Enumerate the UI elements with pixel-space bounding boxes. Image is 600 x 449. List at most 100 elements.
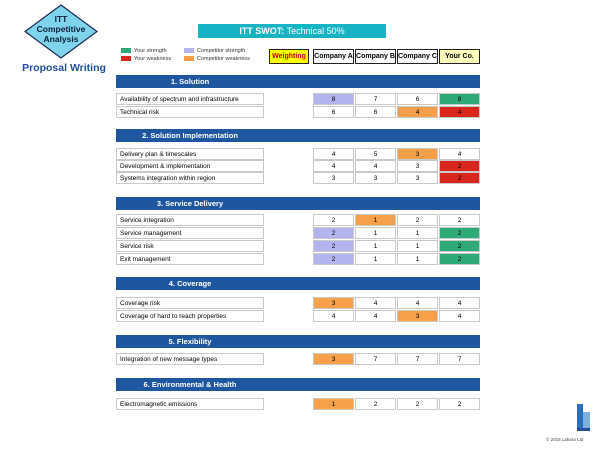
legend-swatch-competitor-weakness: [184, 56, 194, 61]
score-company-a: 1: [313, 398, 354, 410]
score-your-co: 4: [439, 106, 480, 118]
criterion-label: Development & implementation: [116, 160, 264, 172]
diamond-shape: [24, 4, 98, 59]
section-title: 3. Service Delivery: [156, 199, 224, 208]
score-company-c: 3: [397, 160, 438, 172]
section-service-delivery: 3. Service Delivery: [116, 197, 480, 210]
legend-swatch-your-weakness: [121, 56, 131, 61]
score-company-b: 1: [355, 227, 396, 239]
score-company-a: 2: [313, 253, 354, 265]
score-your-co: 8: [439, 93, 480, 105]
score-company-b: 7: [355, 353, 396, 365]
badge-line-1: ITT: [54, 14, 68, 24]
score-company-c: 2: [397, 214, 438, 226]
score-company-a: 2: [313, 214, 354, 226]
header-company-c: Company C: [397, 49, 438, 64]
badge-text: ITT Competitive Analysis: [24, 14, 98, 44]
score-company-c: 3: [397, 148, 438, 160]
score-your-co: 4: [439, 148, 480, 160]
score-company-c: 1: [397, 240, 438, 252]
copyright-text: © 2018 Lahara Ltd: [546, 437, 584, 442]
legend-label-your-weakness: Your weakness: [134, 56, 172, 62]
criterion-label: Technical risk: [116, 106, 264, 118]
score-company-a: 4: [313, 310, 354, 322]
score-company-b: 6: [355, 106, 396, 118]
section-coverage: 4. Coverage: [116, 277, 480, 290]
score-company-a: 4: [313, 160, 354, 172]
score-your-co: 4: [439, 310, 480, 322]
criterion-label: Service management: [116, 227, 264, 239]
swot-title-bar: ITT SWOT: Technical 50%: [198, 24, 386, 38]
lahara-logo-icon: [574, 402, 594, 432]
score-company-b: 7: [355, 93, 396, 105]
criterion-label: Service risk: [116, 240, 264, 252]
criterion-label: Availability of spectrum and infrastruct…: [116, 93, 264, 105]
score-company-c: 1: [397, 227, 438, 239]
section-environmental-health: 6. Environmental & Health: [116, 378, 480, 391]
score-company-b: 3: [355, 172, 396, 184]
score-company-b: 1: [355, 253, 396, 265]
score-company-a: 2: [313, 240, 354, 252]
score-company-c: 1: [397, 253, 438, 265]
score-company-a: 3: [313, 297, 354, 309]
score-company-b: 5: [355, 148, 396, 160]
criterion-label: Systems integration within region: [116, 172, 264, 184]
header-your-co: Your Co.: [439, 49, 480, 64]
swot-title-bold: ITT SWOT:: [239, 26, 285, 36]
score-your-co: 2: [439, 172, 480, 184]
legend-label-your-strength: Your strength: [134, 48, 167, 54]
score-company-c: 7: [397, 353, 438, 365]
score-your-co: 2: [439, 160, 480, 172]
score-company-c: 2: [397, 398, 438, 410]
badge-line-3: Analysis: [43, 34, 79, 44]
criterion-label: Electromagnetic emissions: [116, 398, 264, 410]
criterion-label: Delivery plan & timescales: [116, 148, 264, 160]
score-company-c: 3: [397, 310, 438, 322]
criterion-label: Integration of new message types: [116, 353, 264, 365]
score-company-b: 1: [355, 240, 396, 252]
section-solution: 1. Solution: [116, 75, 480, 88]
criterion-label: Coverage of hard to reach properties: [116, 310, 264, 322]
section-title: 5. Flexibility: [168, 337, 212, 346]
score-company-a: 8: [313, 93, 354, 105]
score-your-co: 7: [439, 353, 480, 365]
score-your-co: 2: [439, 398, 480, 410]
criterion-label: Service integration: [116, 214, 264, 226]
score-company-b: 4: [355, 160, 396, 172]
criterion-label: Exit management: [116, 253, 264, 265]
header-company-a: Company A: [313, 49, 354, 64]
score-company-b: 2: [355, 398, 396, 410]
legend-label-competitor-strength: Competitor strength: [197, 48, 246, 54]
score-company-a: 3: [313, 172, 354, 184]
score-company-c: 4: [397, 106, 438, 118]
score-company-a: 4: [313, 148, 354, 160]
badge-line-2: Competitive: [36, 24, 86, 34]
header-weighting: Weighting: [269, 49, 309, 64]
score-company-a: 2: [313, 227, 354, 239]
score-your-co: 2: [439, 214, 480, 226]
legend-label-competitor-weakness: Competitor weakness: [197, 56, 250, 62]
score-your-co: 2: [439, 240, 480, 252]
score-company-b: 4: [355, 310, 396, 322]
section-title: 4. Coverage: [168, 279, 212, 288]
score-company-a: 3: [313, 353, 354, 365]
header-company-b: Company B: [355, 49, 396, 64]
score-company-c: 3: [397, 172, 438, 184]
score-company-b: 1: [355, 214, 396, 226]
swot-title-rest: Technical 50%: [284, 26, 345, 36]
itt-competitive-analysis-badge: ITT Competitive Analysis: [24, 4, 98, 59]
score-company-b: 4: [355, 297, 396, 309]
score-company-c: 4: [397, 297, 438, 309]
section-solution-implementation: 2. Solution Implementation: [116, 129, 480, 142]
section-title: 6. Environmental & Health: [143, 380, 237, 389]
section-flexibility: 5. Flexibility: [116, 335, 480, 348]
legend-swatch-your-strength: [121, 48, 131, 53]
score-your-co: 2: [439, 253, 480, 265]
criterion-label: Coverage risk: [116, 297, 264, 309]
legend-swatch-competitor-strength: [184, 48, 194, 53]
score-your-co: 4: [439, 297, 480, 309]
score-your-co: 2: [439, 227, 480, 239]
score-company-c: 6: [397, 93, 438, 105]
section-title: 1. Solution: [170, 77, 210, 86]
section-title: 2. Solution Implementation: [142, 131, 238, 140]
